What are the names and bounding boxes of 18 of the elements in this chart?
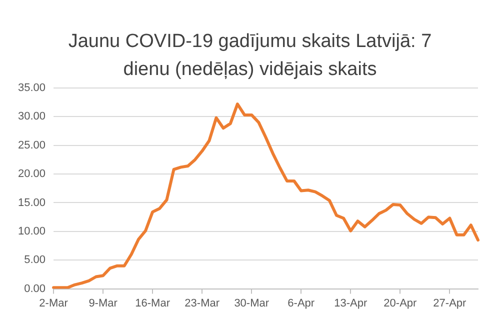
y-tick-label: 10.00 bbox=[18, 225, 46, 238]
y-tick-label: 15.00 bbox=[18, 196, 46, 209]
x-tick-label: 16-Mar bbox=[135, 297, 170, 310]
x-tick-label: 2-Mar bbox=[39, 297, 68, 310]
y-tick-label: 0.00 bbox=[24, 282, 46, 295]
y-tick-label: 20.00 bbox=[18, 168, 46, 180]
x-tick-label: 20-Apr bbox=[384, 297, 418, 310]
x-tick-label: 9-Mar bbox=[88, 297, 118, 310]
x-tick-label: 13-Apr bbox=[334, 297, 368, 310]
y-tick-label: 25.00 bbox=[18, 139, 46, 152]
x-tick-label: 23-Mar bbox=[184, 297, 220, 310]
x-tick-label: 30-Mar bbox=[234, 297, 270, 310]
y-tick-label: 35.00 bbox=[18, 82, 46, 94]
y-tick-label: 5.00 bbox=[24, 254, 46, 266]
x-tick-label: 6-Apr bbox=[288, 297, 315, 310]
y-tick-label: 30.00 bbox=[18, 110, 46, 123]
chart-title: Jaunu COVID-19 gadījumu skaits Latvijā: 7 dienu (nedēļas) vidējais skaits bbox=[67, 30, 433, 82]
x-tick-label: 27-Apr bbox=[433, 297, 467, 310]
